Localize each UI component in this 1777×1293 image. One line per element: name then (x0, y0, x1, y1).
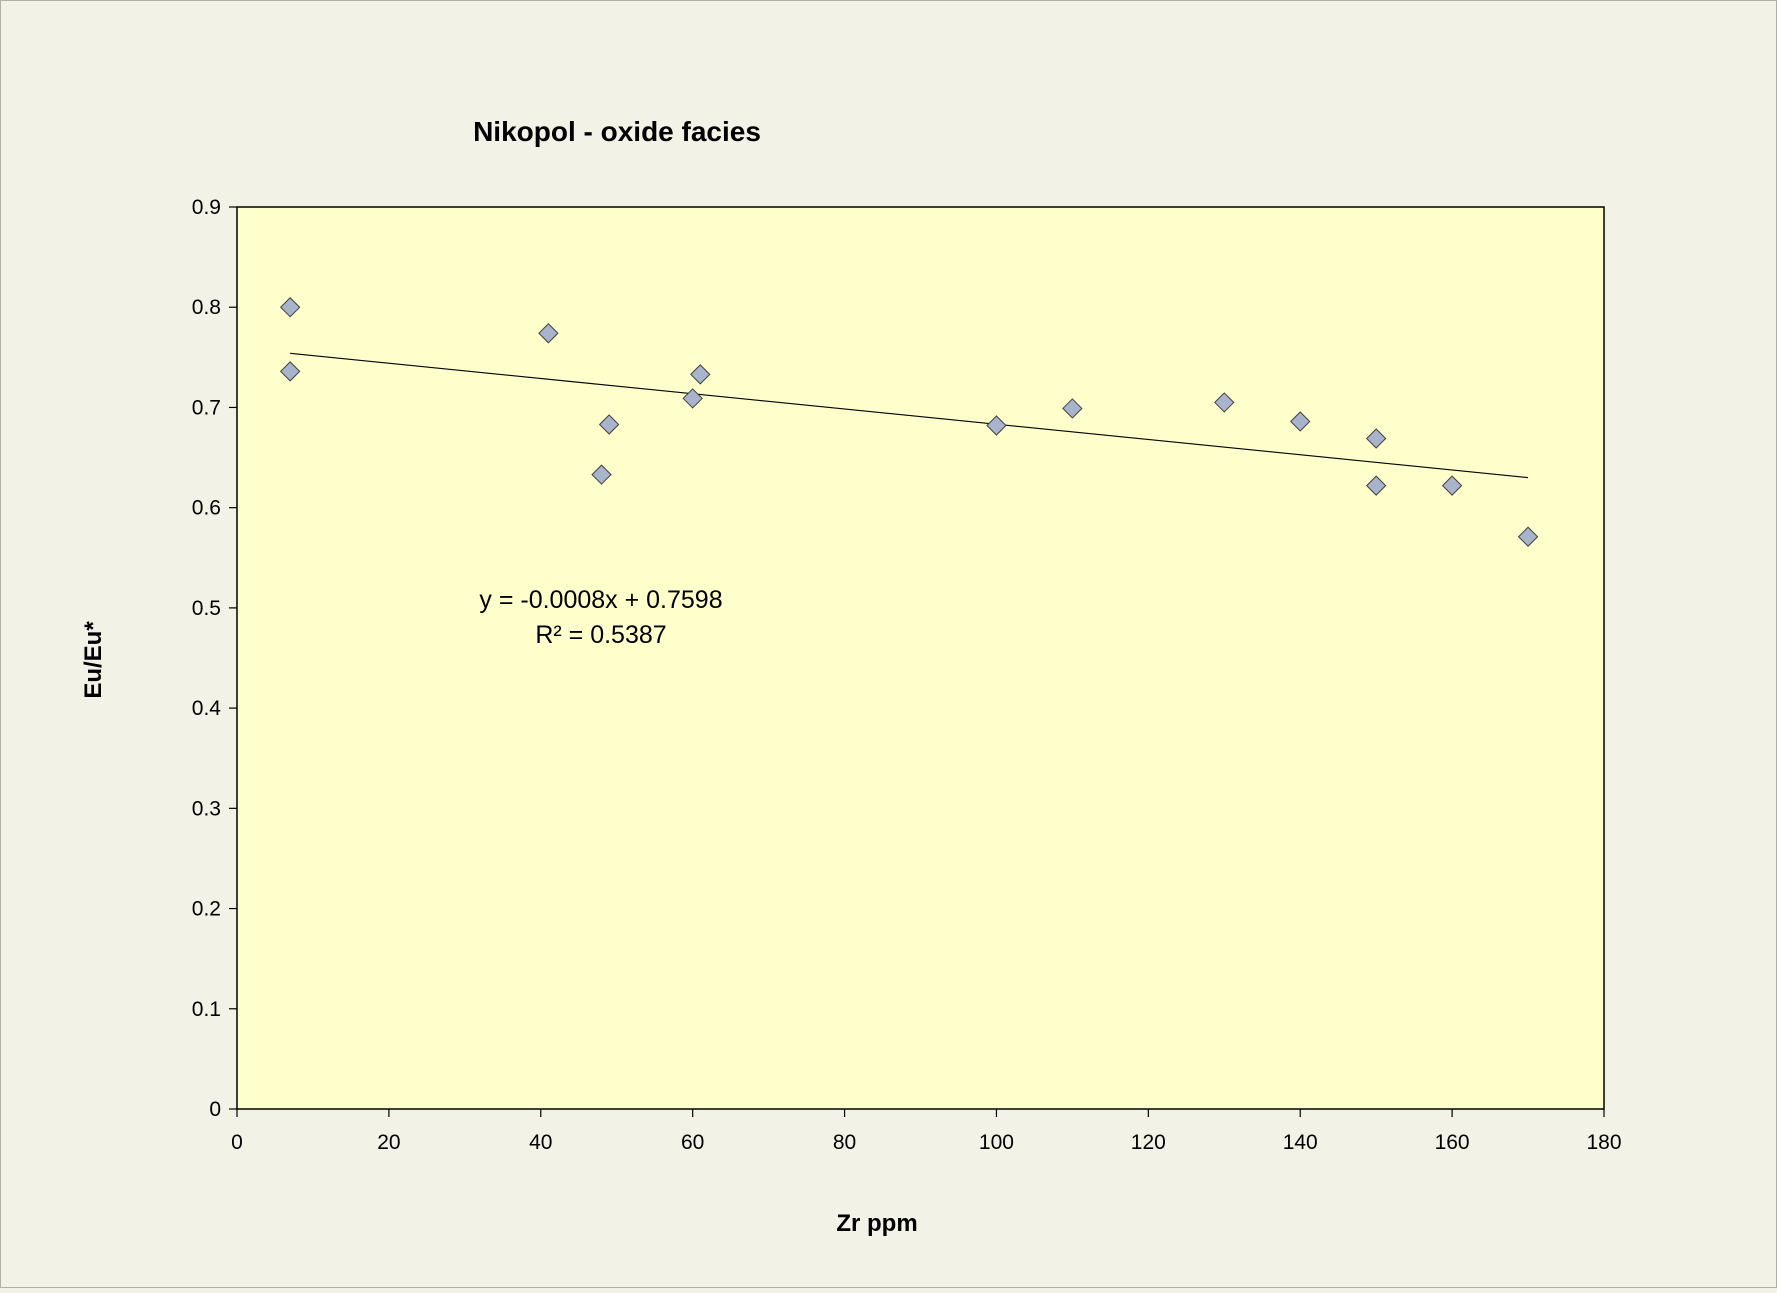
data-point (279, 361, 301, 382)
data-point (1290, 411, 1311, 432)
data-point (690, 364, 711, 385)
y-tick-label: 0.3 (192, 797, 221, 820)
data-point (591, 464, 612, 485)
x-tick-label: 100 (979, 1131, 1014, 1154)
data-point (986, 415, 1007, 436)
x-tick-label: 0 (231, 1131, 243, 1154)
chart-title: Nikopol - oxide facies (473, 116, 761, 147)
x-tick-label: 60 (681, 1131, 704, 1154)
x-tick-label: 20 (377, 1131, 400, 1154)
plot-border (236, 206, 1605, 1110)
x-tick-label: 180 (1586, 1131, 1621, 1154)
y-axis-label: Eu/Eu* (80, 621, 107, 699)
data-point (1365, 428, 1387, 449)
data-point (1062, 398, 1083, 419)
y-tick-label: 0.8 (192, 296, 221, 319)
data-point (598, 414, 620, 435)
y-tick-label: 0.2 (192, 898, 221, 921)
y-tick-label: 0.4 (192, 697, 222, 720)
trendline-equation: y = -0.0008x + 0.7598 (479, 586, 722, 614)
y-tick-label: 0.6 (192, 497, 221, 520)
y-tick-label: 0 (209, 1098, 221, 1121)
y-tick-label: 0.7 (192, 396, 221, 419)
y-tick-label: 0.9 (192, 196, 221, 219)
x-axis-label: Zr ppm (836, 1210, 917, 1237)
data-point (682, 388, 703, 409)
y-tick-label: 0.5 (192, 597, 221, 620)
data-point (1517, 526, 1539, 547)
x-tick-label: 40 (529, 1131, 552, 1154)
y-tick-label: 0.1 (192, 998, 221, 1021)
trendline-r-squared: R² = 0.5387 (535, 621, 666, 649)
x-tick-label: 80 (833, 1131, 856, 1154)
data-point (1441, 475, 1463, 496)
data-point (1365, 475, 1387, 496)
trendline (290, 352, 1529, 479)
data-point (1214, 392, 1235, 413)
data-point (279, 297, 301, 318)
x-tick-label: 160 (1435, 1131, 1470, 1154)
plot-area (237, 207, 1604, 1109)
x-tick-label: 140 (1283, 1131, 1318, 1154)
data-point (538, 323, 559, 344)
x-tick-label: 120 (1131, 1131, 1166, 1154)
